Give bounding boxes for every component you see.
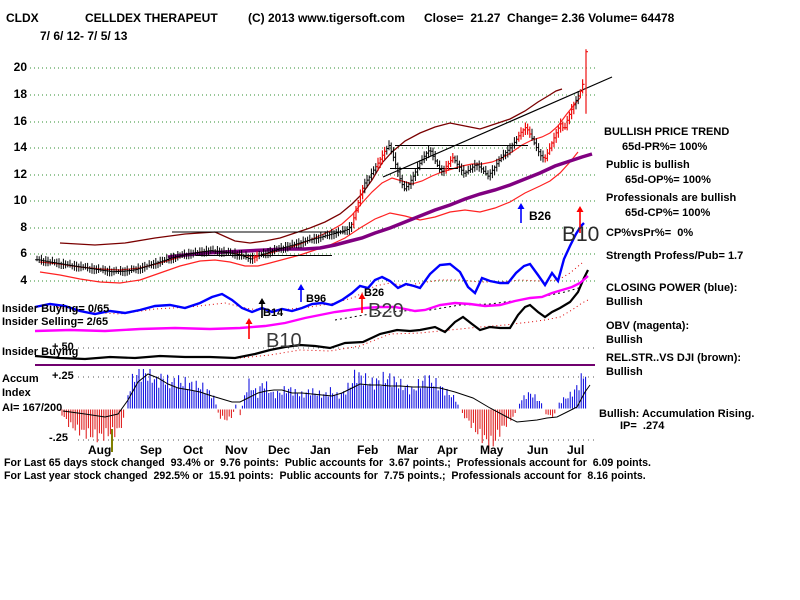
indicator-label: Insider Selling= 2/65 bbox=[2, 316, 109, 328]
month-label: Jan bbox=[310, 443, 331, 457]
analysis-line: 65d-OP%= 100% bbox=[625, 174, 711, 186]
analysis-line: Public is bullish bbox=[606, 159, 690, 171]
signal-label: B96 bbox=[306, 293, 326, 305]
month-label: Dec bbox=[268, 443, 291, 457]
analysis-line: Bullish: Accumulation Rising. bbox=[599, 408, 755, 420]
month-label: Oct bbox=[183, 443, 204, 457]
signal-label: B14 bbox=[263, 307, 284, 319]
analysis-line: Bullish bbox=[606, 366, 643, 378]
price-tick-label: 20 bbox=[13, 60, 27, 74]
month-label: May bbox=[480, 443, 504, 457]
date-range: 7/ 6/ 12- 7/ 5/ 13 bbox=[40, 29, 128, 43]
signal-arrow-icon bbox=[297, 284, 305, 302]
month-label: Mar bbox=[397, 443, 419, 457]
signal-label: B10 bbox=[266, 330, 302, 352]
indicator-label: Index bbox=[2, 387, 31, 399]
summary-line-1: For Last 65 days stock changed 93.4% or … bbox=[4, 457, 651, 469]
price-tick-label: 4 bbox=[20, 273, 27, 287]
analysis-line: CP%vsPr%= 0% bbox=[606, 227, 694, 239]
signal-arrow-icon bbox=[358, 293, 366, 313]
price-tick-label: 6 bbox=[20, 246, 27, 260]
indicator-label: AI= 167/200 bbox=[2, 402, 63, 414]
signal-arrow-icon bbox=[576, 206, 584, 233]
price-tick-label: 14 bbox=[13, 140, 27, 154]
ticker-symbol: CLDX bbox=[6, 11, 39, 25]
company-name: CELLDEX THERAPEUT bbox=[85, 11, 218, 25]
indicator-label: +.50 bbox=[52, 341, 74, 353]
signal-arrow-icon bbox=[517, 203, 525, 223]
copyright-text: (C) 2013 www.tigersoft.com bbox=[248, 11, 405, 25]
signal-label: B20 bbox=[368, 300, 404, 322]
analysis-line: Bullish bbox=[606, 296, 643, 308]
price-tick-label: 16 bbox=[13, 114, 27, 128]
price-tick-label: 10 bbox=[13, 193, 27, 207]
signal-arrow-icon bbox=[245, 318, 253, 339]
analysis-line: REL.STR..VS DJI (brown): bbox=[606, 352, 742, 364]
indicator-label: Accum bbox=[2, 373, 39, 385]
signal-label: B26 bbox=[364, 287, 384, 299]
indicator-label: Insider Buying bbox=[2, 346, 79, 358]
month-label: Feb bbox=[357, 443, 379, 457]
analysis-line: Strength Profess/Pub= 1.7 bbox=[606, 250, 744, 262]
summary-line-2: For Last year stock changed 292.5% or 15… bbox=[4, 470, 646, 482]
analysis-line: Bullish bbox=[606, 334, 643, 346]
quote-stats: Close= 21.27 Change= 2.36 Volume= 64478 bbox=[424, 11, 675, 25]
analysis-line: BULLISH PRICE TREND bbox=[604, 126, 730, 138]
analysis-line: OBV (magenta): bbox=[606, 320, 690, 332]
month-label: Jul bbox=[567, 443, 585, 457]
price-tick-label: 18 bbox=[13, 87, 27, 101]
indicator-label: -.25 bbox=[49, 432, 68, 444]
month-label: Jun bbox=[527, 443, 549, 457]
signal-arrow-icon bbox=[258, 298, 266, 318]
indicator-label: Insider Buying= 0/65 bbox=[2, 303, 110, 315]
analysis-line: 65d-CP%= 100% bbox=[625, 207, 711, 219]
month-label: Sep bbox=[140, 443, 163, 457]
month-label: Apr bbox=[437, 443, 458, 457]
analysis-line: Professionals are bullish bbox=[606, 192, 737, 204]
price-tick-label: 12 bbox=[13, 167, 27, 181]
price-tick-label: 8 bbox=[20, 220, 27, 234]
signal-label: B26 bbox=[529, 209, 551, 223]
month-label: Nov bbox=[225, 443, 248, 457]
indicator-label: +.25 bbox=[52, 370, 74, 382]
month-label: Aug bbox=[88, 443, 112, 457]
analysis-line: 65d-PR%= 100% bbox=[622, 141, 708, 153]
analysis-line: CLOSING POWER (blue): bbox=[606, 282, 738, 294]
analysis-line: IP= .274 bbox=[620, 420, 665, 432]
signal-label: B10 bbox=[562, 223, 599, 246]
